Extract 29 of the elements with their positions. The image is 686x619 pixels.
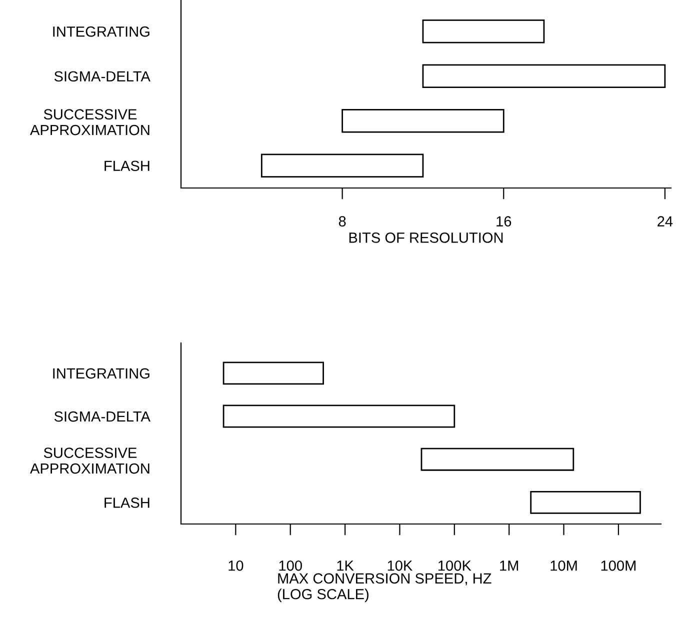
x-tick-label: 100	[279, 560, 302, 571]
x-tick-label: 8	[338, 216, 346, 226]
x-tick-label: 100M	[601, 560, 636, 571]
y-tick-label: SIGMA-DELTA	[54, 411, 150, 422]
x-tick-label: 1K	[337, 560, 354, 571]
y-tick-label: INTEGRATING	[53, 368, 150, 379]
x-tick-label: 10	[228, 560, 244, 571]
x-tick-label: 16	[496, 216, 512, 226]
x-tick-label: 1M	[500, 560, 518, 571]
x-axis-title: MAX CONVERSION SPEED, HZ (LOG SCALE)	[278, 573, 492, 602]
bar	[420, 448, 574, 471]
x-axis-title: BITS OF RESOLUTION	[349, 232, 503, 243]
y-tick-label: INTEGRATING	[53, 26, 150, 37]
x-tick-label: 100K	[438, 560, 472, 571]
y-tick-label: FLASH	[104, 160, 150, 172]
bar	[342, 108, 504, 133]
bar	[222, 362, 324, 385]
bar	[422, 64, 666, 88]
bar	[222, 404, 456, 428]
bar	[530, 490, 641, 514]
y-tick-label: FLASH	[104, 498, 150, 508]
x-tick-label: 10K	[388, 560, 413, 571]
y-tick-label: SUCCESSIVE APPROXIMATION	[30, 448, 150, 474]
y-tick-label: SUCCESSIVE APPROXIMATION	[30, 109, 150, 136]
y-tick-label: SIGMA-DELTA	[54, 71, 150, 82]
bar	[422, 19, 545, 44]
x-tick-label: 10M	[550, 560, 577, 571]
x-tick-label: 24	[658, 216, 673, 226]
bar	[260, 154, 424, 178]
